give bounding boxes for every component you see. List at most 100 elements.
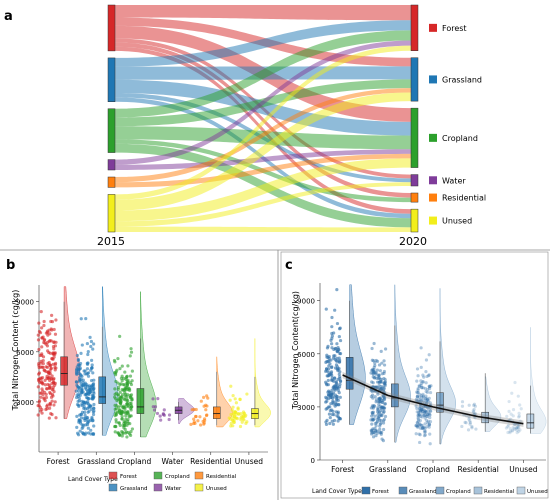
sankey-link-unused-to-grassland	[115, 92, 411, 211]
sankey-node-2015-grassland	[107, 57, 116, 102]
points-cropland	[112, 334, 135, 439]
data-point	[424, 370, 428, 374]
data-point	[421, 373, 425, 377]
legend-label-residential: Residential	[442, 194, 486, 203]
data-point	[380, 377, 384, 381]
data-point	[423, 430, 427, 435]
data-point	[417, 407, 421, 411]
data-point	[472, 407, 476, 411]
data-point	[424, 358, 429, 362]
data-point	[48, 402, 52, 406]
data-point	[37, 400, 41, 404]
data-point	[240, 420, 244, 424]
data-point	[372, 370, 376, 375]
data-point	[369, 429, 374, 433]
data-point	[371, 367, 375, 372]
data-point	[82, 406, 86, 411]
data-point	[427, 373, 431, 378]
data-point	[130, 405, 134, 409]
violin-grassland	[394, 284, 411, 443]
data-point	[83, 400, 88, 404]
data-point	[377, 383, 381, 388]
data-point	[324, 307, 328, 311]
data-point	[473, 404, 478, 408]
data-point	[332, 354, 336, 358]
data-point	[517, 415, 521, 419]
data-point	[89, 428, 93, 432]
data-point	[379, 387, 383, 392]
data-point	[416, 388, 420, 392]
panel-b-legend-label-forest: Forest	[120, 474, 138, 480]
data-point	[509, 417, 513, 421]
data-point	[201, 419, 205, 423]
data-point	[419, 407, 423, 411]
data-point	[416, 413, 420, 417]
data-point	[418, 392, 422, 397]
sankey-link-unused-to-unused	[115, 226, 411, 232]
data-point	[518, 419, 522, 423]
data-point	[329, 338, 333, 342]
data-point	[420, 407, 424, 412]
data-point	[327, 412, 332, 416]
data-point	[517, 423, 521, 427]
data-point	[330, 315, 334, 320]
data-point	[470, 426, 474, 430]
data-point	[378, 397, 382, 402]
legend-swatch-cropland	[429, 133, 437, 142]
data-point	[233, 410, 237, 414]
data-point	[425, 414, 429, 418]
data-point	[423, 410, 427, 415]
data-point	[40, 365, 44, 369]
data-point	[514, 425, 519, 430]
panel-c-legend-label-forest: Forest	[372, 489, 390, 495]
box-unused	[526, 413, 535, 429]
sankey-node-2015-unused	[107, 194, 116, 233]
data-point	[89, 368, 93, 372]
data-point	[44, 365, 48, 369]
data-point	[421, 395, 425, 399]
points-residential	[460, 400, 478, 432]
data-point	[513, 427, 517, 432]
data-point	[48, 390, 52, 395]
sankey-link-cropland-to-cropland	[115, 126, 411, 150]
data-point	[426, 406, 430, 410]
data-point	[416, 416, 420, 420]
data-point	[383, 396, 387, 400]
data-point	[369, 432, 374, 436]
data-point	[335, 342, 339, 346]
data-point	[509, 412, 513, 416]
data-point	[470, 424, 474, 429]
data-point	[46, 382, 50, 387]
data-point	[517, 414, 521, 418]
data-point	[383, 402, 387, 406]
data-point	[373, 370, 377, 374]
data-point	[369, 406, 373, 410]
data-point	[426, 412, 430, 416]
data-point	[92, 342, 96, 346]
data-point	[50, 399, 54, 403]
data-point	[116, 381, 120, 385]
data-point	[427, 396, 431, 400]
data-point	[510, 429, 514, 433]
data-point	[229, 421, 233, 425]
data-point	[91, 388, 95, 392]
data-point	[370, 417, 375, 421]
data-point	[333, 308, 337, 312]
sankey-link-unused-to-cropland	[115, 158, 411, 222]
y-tick-label-9000: 9000	[297, 298, 315, 306]
data-point	[113, 392, 117, 396]
data-point	[381, 394, 385, 398]
data-point	[370, 368, 374, 372]
data-point	[336, 410, 340, 414]
data-point	[85, 341, 89, 346]
data-point	[126, 364, 130, 368]
panel-b-legend-label-cropland: Cropland	[165, 474, 190, 480]
data-point	[466, 428, 471, 432]
sankey-nodes	[107, 4, 419, 233]
data-point	[233, 397, 237, 401]
data-point	[36, 404, 40, 408]
data-point	[331, 386, 335, 390]
violin-unused	[530, 327, 547, 434]
data-point	[513, 422, 517, 427]
data-point	[126, 412, 131, 416]
